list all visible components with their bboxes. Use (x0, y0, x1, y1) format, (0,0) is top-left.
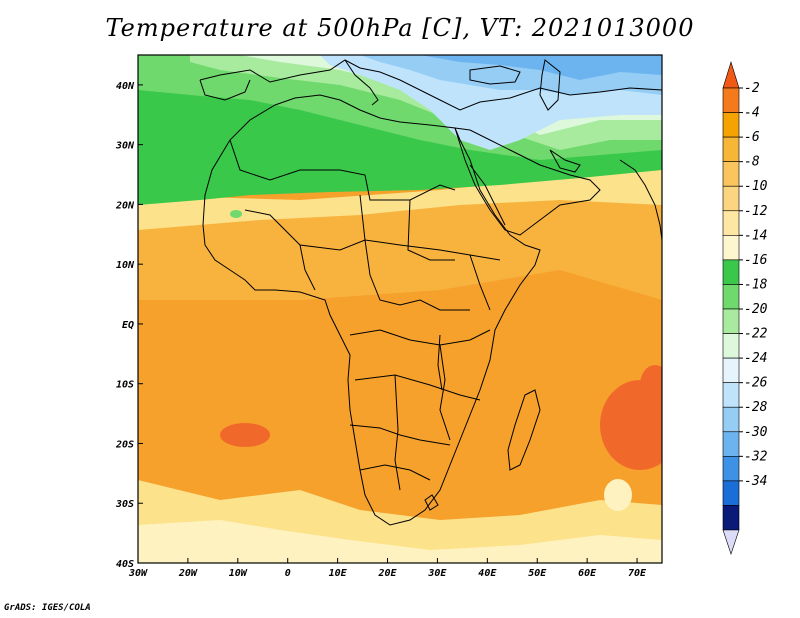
lon-tick-label: 10W (229, 568, 248, 579)
field-dark-orange-east (600, 380, 662, 470)
colorbar-band (722, 87, 740, 113)
lon-tick-label: 30E (427, 568, 447, 579)
border-6 (349, 329, 491, 346)
lon-tick-label: 60E (578, 568, 597, 579)
colorbar-label: -14 (744, 228, 767, 243)
mediterranean-north (199, 59, 662, 111)
colorbar-band (722, 505, 740, 531)
red-sea (469, 164, 506, 226)
colorbar-band (722, 185, 740, 212)
colorbar-top-arrow (722, 60, 740, 89)
lat-tick-label: 10S (116, 380, 134, 391)
lat-tick-label: 30S (115, 499, 134, 510)
colorbar-band (722, 333, 740, 359)
border-10 (359, 464, 431, 481)
lon-tick-label: 30W (128, 568, 148, 579)
colorbar-band (722, 210, 740, 236)
colorbar-label: -10 (744, 179, 768, 194)
field-dark-orange-ne (640, 365, 662, 405)
colorbar-label: -6 (744, 130, 760, 145)
lat-tick-label: 40S (116, 559, 134, 570)
colorbar-label: -12 (744, 204, 768, 219)
colorbar-label: -20 (744, 302, 768, 317)
colorbar-band (722, 308, 740, 334)
border-8 (349, 424, 451, 446)
colorbar-band (722, 284, 740, 310)
lon-tick-label: 40E (478, 568, 497, 579)
lesotho (424, 494, 439, 511)
border-5 (407, 199, 455, 261)
colorbar-band (722, 406, 740, 433)
colorbar-label: -16 (744, 253, 768, 268)
colorbar-bottom-arrow (722, 529, 740, 555)
border-4 (299, 244, 316, 291)
lon-tick-label: 10E (329, 568, 348, 579)
madagascar-coastline (507, 389, 541, 471)
india-coastline (619, 159, 662, 241)
colorbar-label: -18 (744, 277, 768, 292)
colorbar-band (722, 161, 740, 187)
iberia-outline (199, 79, 251, 101)
lat-tick-label: 10N (116, 260, 135, 271)
lat-tick-label: 30N (115, 141, 135, 152)
field-mid-blue-band (420, 55, 662, 80)
great-lakes (437, 334, 443, 391)
colorbar-label: -34 (744, 474, 767, 489)
colorbar-band (722, 382, 740, 408)
border-3 (359, 194, 470, 311)
longitude-axis: 30W 20W 10W 0 10E 20E 30E 40E 50E 60E 70E (128, 558, 647, 579)
colorbar-band (722, 480, 740, 506)
colorbar-band (722, 112, 740, 138)
latitude-axis: 40N 30N 20N 10N EQ 10S 20S 30S 40S (115, 81, 143, 570)
colorbar-label: -2 (744, 81, 760, 96)
arabia-coastline (454, 127, 601, 236)
lon-tick-label: 20W (178, 568, 198, 579)
field-southern-pale-yellow (138, 520, 662, 563)
field-green-spot-west (230, 210, 242, 218)
persian-gulf (549, 149, 581, 173)
colorbar-band (722, 431, 740, 457)
coastlines-borders (199, 59, 662, 526)
field-pale-spot-south (604, 479, 632, 511)
caspian-sea (539, 59, 561, 111)
border-7 (354, 374, 481, 401)
lat-tick-label: 40N (116, 81, 135, 92)
colorbar-label: -28 (744, 400, 768, 415)
colorbar-label: -4 (744, 106, 760, 121)
lon-tick-label: 0 (285, 568, 291, 579)
africa-coastline (202, 94, 541, 526)
lon-tick-label: 20E (377, 568, 397, 579)
colorbar-label: -24 (744, 351, 767, 366)
black-sea (469, 65, 521, 85)
field-dark-orange-southwest (220, 423, 270, 447)
border-9 (394, 374, 401, 491)
colorbar-label: -26 (744, 376, 768, 391)
credit-text: GrADS: IGES/COLA (4, 603, 91, 613)
colorbar-band (722, 357, 740, 383)
lon-tick-label: 70E (628, 568, 647, 579)
italy-outline (344, 59, 379, 106)
border-1 (229, 139, 456, 201)
chart-title: Temperature at 500hPa [C], VT: 202101300… (105, 14, 695, 42)
lat-tick-label: EQ (122, 320, 134, 331)
colorbar-label: -22 (744, 327, 768, 342)
colorbar-band (722, 259, 740, 285)
temperature-field (138, 55, 662, 563)
colorbar-band (722, 456, 740, 482)
border-11 (439, 344, 451, 441)
border-12 (469, 254, 491, 311)
colorbar-label: -8 (744, 155, 760, 170)
colorbar-band (722, 235, 740, 261)
lat-tick-label: 20S (115, 439, 134, 450)
colorbar: -2 -4 -6 -8 -10 -12 -14 -16 -18 -20 -22 -24 -26 -28 -3… (722, 60, 768, 555)
map-frame (137, 54, 663, 564)
lon-tick-label: 50E (528, 568, 547, 579)
colorbar-band (722, 136, 740, 162)
lat-tick-label: 20N (115, 200, 135, 211)
colorbar-label: -30 (744, 425, 768, 440)
colorbar-label: -32 (744, 449, 768, 464)
